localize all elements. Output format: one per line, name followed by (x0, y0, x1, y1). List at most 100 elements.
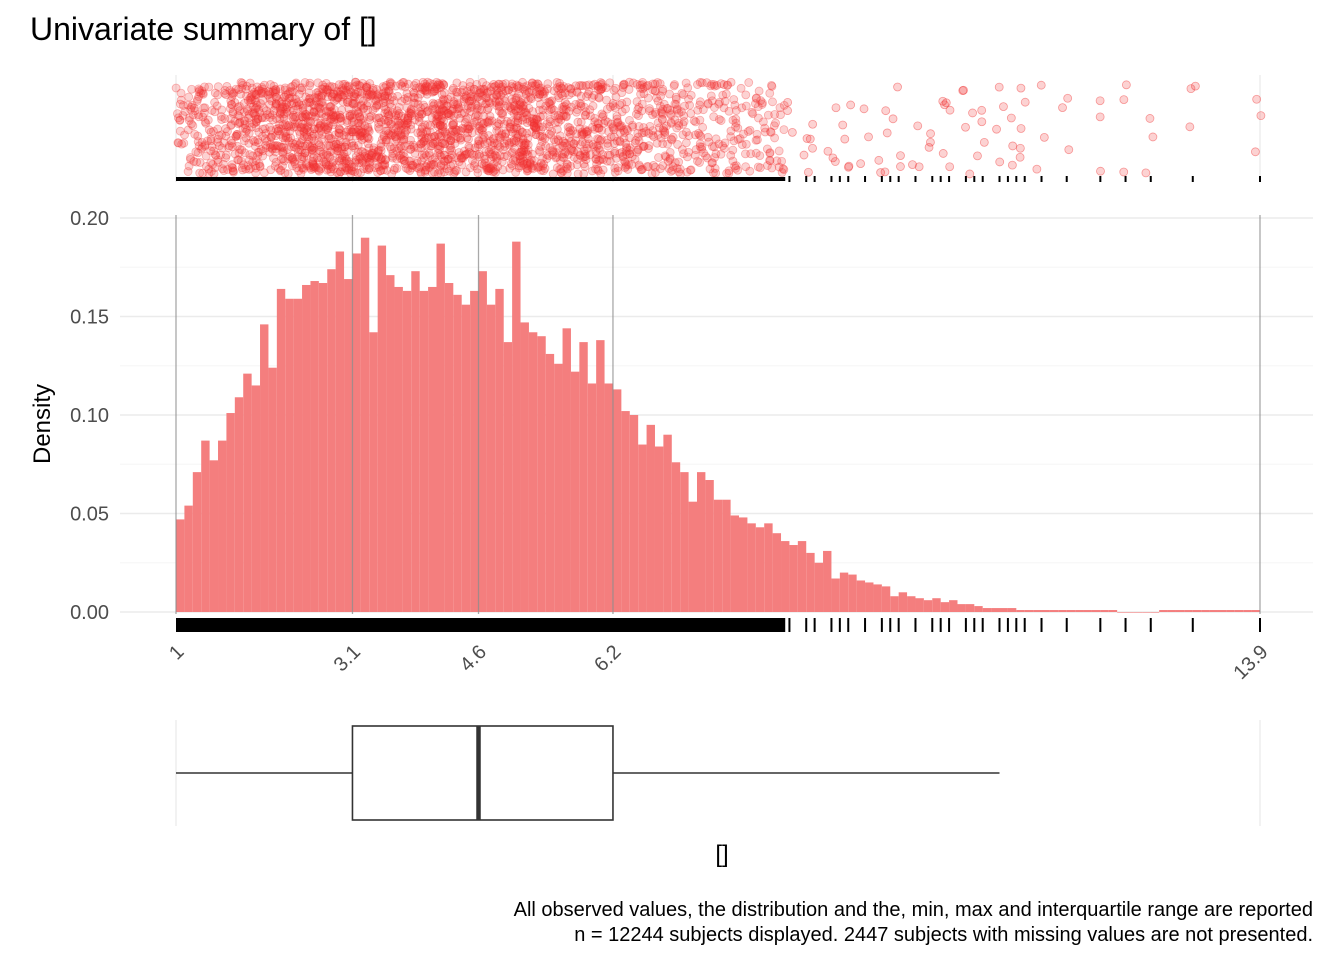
jitter-point (525, 116, 535, 126)
jitter-point (434, 141, 443, 150)
jitter-point (525, 158, 535, 167)
jitter-point (533, 79, 543, 89)
jitter-point (667, 135, 677, 145)
jitter-point (657, 114, 667, 124)
jitter-point (342, 140, 352, 150)
jitter-point (586, 111, 595, 121)
jitter-point (301, 159, 311, 169)
jitter-point (228, 166, 238, 176)
jitter-point (271, 87, 281, 96)
jitter-point (464, 142, 474, 151)
histogram-bar (302, 284, 311, 612)
jitter-point (527, 127, 537, 137)
jitter-point (685, 165, 695, 175)
jitter-point (446, 127, 456, 137)
jitter-point (518, 134, 528, 144)
jitter-point (317, 130, 327, 140)
jitter-point (512, 111, 522, 121)
jitter-point (307, 145, 317, 155)
jitter-point (466, 92, 476, 102)
jitter-point (428, 79, 438, 89)
jitter-point (287, 87, 297, 97)
jitter-point (287, 161, 297, 171)
jitter-point (268, 110, 277, 120)
jitter-point (336, 90, 346, 100)
jitter-point (353, 118, 363, 128)
jitter-point (309, 100, 319, 110)
jitter-point (341, 87, 351, 97)
histogram-bar (402, 290, 412, 612)
jitter-point (423, 159, 432, 169)
jitter-point (456, 153, 466, 163)
jitter-point (243, 161, 253, 171)
jitter-point (438, 122, 448, 131)
jitter-point (317, 84, 327, 94)
jitter-point (634, 160, 644, 170)
jitter-point (473, 164, 482, 174)
jitter-point (344, 90, 354, 99)
jitter-point (538, 111, 548, 121)
jitter-point (531, 81, 540, 91)
jitter-point (341, 158, 351, 168)
jitter-point (299, 131, 309, 141)
jitter-point (595, 136, 605, 145)
jitter-point (298, 106, 308, 116)
jitter-point (492, 153, 501, 163)
jitter-point (616, 123, 626, 132)
jitter-point (527, 86, 537, 96)
jitter-point (356, 100, 366, 110)
jitter-point (399, 135, 409, 145)
jitter-point (479, 160, 489, 170)
jitter-point (397, 96, 407, 106)
histogram-bar (982, 608, 992, 612)
jitter-point (322, 151, 331, 160)
jitter-point (502, 151, 512, 161)
jitter-point (320, 122, 330, 132)
jitter-point (425, 78, 435, 88)
jitter-point (287, 153, 297, 163)
jitter-point (514, 89, 523, 99)
jitter-point (637, 99, 647, 109)
jitter-point (462, 105, 472, 114)
jitter-point (423, 133, 433, 142)
jitter-point (187, 100, 197, 110)
jitter-point (455, 151, 465, 161)
jitter-point (260, 124, 270, 134)
jitter-point (589, 142, 599, 152)
jitter-point (217, 105, 227, 115)
jitter-point (335, 153, 345, 163)
jitter-point (392, 154, 402, 164)
jitter-point (457, 154, 466, 164)
jitter-point (495, 96, 505, 106)
jitter-point (1119, 95, 1129, 105)
jitter-point (630, 138, 640, 148)
jitter-point (451, 124, 461, 134)
jitter-point (650, 162, 660, 172)
jitter-point (354, 118, 364, 128)
jitter-point (310, 93, 320, 102)
histogram-bar (570, 371, 580, 612)
jitter-point (544, 97, 554, 107)
jitter-point (263, 110, 272, 120)
jitter-point (500, 101, 510, 111)
jitter-point (199, 103, 208, 113)
jitter-point (561, 111, 571, 121)
jitter-point (752, 93, 761, 103)
jitter-point (373, 122, 383, 132)
histogram-bar (1142, 612, 1151, 613)
jitter-point (596, 78, 606, 87)
jitter-point (420, 103, 430, 112)
jitter-point (556, 115, 566, 125)
jitter-point (489, 82, 499, 92)
jitter-point (603, 117, 613, 127)
jitter-point (357, 135, 367, 145)
jitter-point (508, 155, 518, 165)
jitter-point (430, 132, 440, 141)
jitter-point (643, 144, 653, 153)
jitter-point (446, 161, 456, 171)
jitter-point (502, 117, 512, 126)
jitter-point (737, 103, 747, 113)
jitter-point (618, 83, 628, 92)
jitter-point (427, 133, 436, 142)
jitter-point (347, 162, 356, 172)
